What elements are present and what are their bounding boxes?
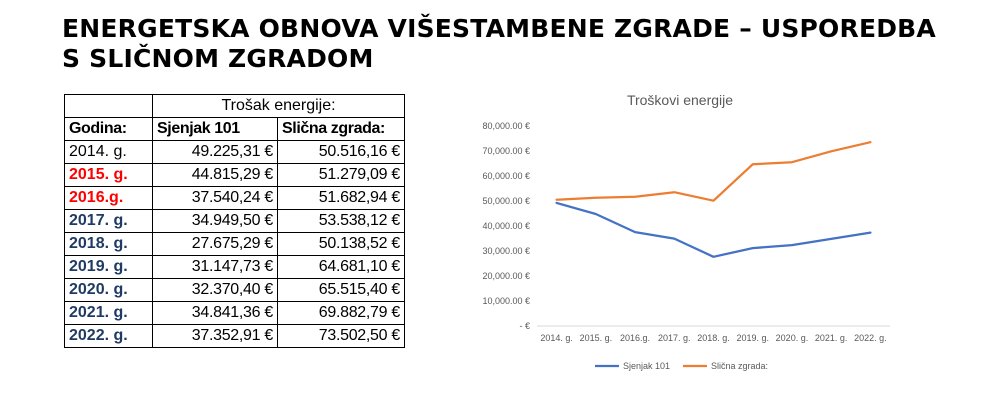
x-tick-label: 2015. g. — [580, 333, 613, 343]
similar-building-cost-cell: 50.138,52 € — [277, 232, 405, 256]
x-tick-label: 2020. g. — [776, 333, 809, 343]
year-cell: 2015. g. — [64, 163, 153, 187]
energy-cost-chart: Troškovi energije - € 10,000.00 € 20,000.0… — [482, 92, 890, 371]
table-row: 2021. g. 34.841,36 €69.882,79 € — [64, 301, 405, 325]
similar-building-cost-cell: 50.516,16 € — [277, 140, 405, 164]
table-row: 2018. g. 27.675,29 €50.138,52 € — [64, 232, 405, 256]
x-tick-label: 2014. g. — [540, 333, 573, 343]
y-tick-label: 60,000.00 € — [482, 171, 530, 181]
y-tick-label: 30,000.00 € — [482, 246, 530, 256]
table-row: 2015. g. 44.815,29 €51.279,09 € — [64, 163, 405, 187]
table-group-header-row: Trošak energije: — [64, 94, 405, 118]
sjenjak-cost-cell: 37.540,24 € — [152, 186, 278, 210]
table-row: 2016.g. 37.540,24 €51.682,94 € — [64, 186, 405, 210]
y-axis: - € 10,000.00 € 20,000.00 € 30,000.00 € 40,0… — [482, 121, 530, 331]
y-tick-label: 80,000.00 € — [482, 121, 530, 131]
chart-legend: Sjenjak 101 Slična zgrada: — [595, 361, 768, 371]
year-cell: 2014. g. — [64, 140, 153, 164]
x-tick-label: 2019. g. — [736, 333, 769, 343]
similar-building-cost-cell: 51.682,94 € — [277, 186, 405, 210]
similar-building-cost-cell: 69.882,79 € — [277, 301, 405, 325]
sjenjak-cost-cell: 34.949,50 € — [152, 209, 278, 233]
year-cell: 2021. g. — [64, 301, 153, 325]
y-tick-label: 50,000.00 € — [482, 196, 530, 206]
sjenjak-cost-cell: 44.815,29 € — [152, 163, 278, 187]
x-tick-label: 2016.g. — [620, 333, 650, 343]
x-tick-label: 2022. g. — [854, 333, 887, 343]
x-tick-label: 2018. g. — [697, 333, 730, 343]
page-title-line-2: S SLIČNOM ZGRADOM — [62, 44, 374, 73]
table-column-header-row: Godina: Sjenjak 101 Slična zgrada: — [64, 117, 405, 141]
table-corner-cell — [64, 94, 153, 118]
y-tick-label: 70,000.00 € — [482, 146, 530, 156]
similar-building-cost-cell: 65.515,40 € — [277, 278, 405, 302]
x-tick-label: 2017. g. — [658, 333, 691, 343]
sjenjak-cost-cell: 49.225,31 € — [152, 140, 278, 164]
y-tick-label: 10,000.00 € — [482, 296, 530, 306]
series-lines — [555, 141, 872, 258]
year-cell: 2022. g. — [64, 324, 153, 348]
year-cell: 2017. g. — [64, 209, 153, 233]
table-row: 2020. g. 32.370,40 €65.515,40 € — [64, 278, 405, 302]
similar-building-cost-cell: 73.502,50 € — [277, 324, 405, 348]
column-header-similar: Slična zgrada: — [277, 117, 405, 141]
x-axis: 2014. g. 2015. g. 2016.g. 2017. g. 2018. g. 2… — [537, 325, 890, 343]
series-line-similar-building — [555, 141, 872, 202]
year-cell: 2018. g. — [64, 232, 153, 256]
year-cell: 2020. g. — [64, 278, 153, 302]
table-row: 2019. g. 31.147,73 €64.681,10 € — [64, 255, 405, 279]
x-tick-label: 2021. g. — [815, 333, 848, 343]
table-row: 2014. g. 49.225,31 €50.516,16 € — [64, 140, 405, 164]
sjenjak-cost-cell: 31.147,73 € — [152, 255, 278, 279]
column-header-year: Godina: — [64, 117, 153, 141]
year-cell: 2016.g. — [64, 186, 153, 210]
sjenjak-cost-cell: 34.841,36 € — [152, 301, 278, 325]
similar-building-cost-cell: 64.681,10 € — [277, 255, 405, 279]
sjenjak-cost-cell: 27.675,29 € — [152, 232, 278, 256]
sjenjak-cost-cell: 37.352,91 € — [152, 324, 278, 348]
y-tick-label: 40,000.00 € — [482, 221, 530, 231]
similar-building-cost-cell: 51.279,09 € — [277, 163, 405, 187]
series-line-sjenjak — [555, 201, 872, 258]
similar-building-cost-cell: 53.538,12 € — [277, 209, 405, 233]
energy-cost-table: Trošak energije: Godina: Sjenjak 101 Sli… — [64, 94, 405, 348]
table-row: 2017. g. 34.949,50 €53.538,12 € — [64, 209, 405, 233]
table-group-header: Trošak energije: — [152, 94, 405, 118]
chart-title: Troškovi energije — [627, 92, 733, 108]
page-title-line-1: ENERGETSKA OBNOVA VIŠESTAMBENE ZGRADE – … — [62, 14, 936, 43]
y-tick-label: 20,000.00 € — [482, 271, 530, 281]
sjenjak-cost-cell: 32.370,40 € — [152, 278, 278, 302]
page-title: ENERGETSKA OBNOVA VIŠESTAMBENE ZGRADE – … — [62, 14, 962, 74]
legend-label: Sjenjak 101 — [623, 361, 670, 371]
y-tick-label: - € — [519, 321, 530, 331]
year-cell: 2019. g. — [64, 255, 153, 279]
legend-label: Slična zgrada: — [711, 361, 768, 371]
table-row: 2022. g. 37.352,91 €73.502,50 € — [64, 324, 405, 348]
column-header-sjenjak: Sjenjak 101 — [152, 117, 278, 141]
